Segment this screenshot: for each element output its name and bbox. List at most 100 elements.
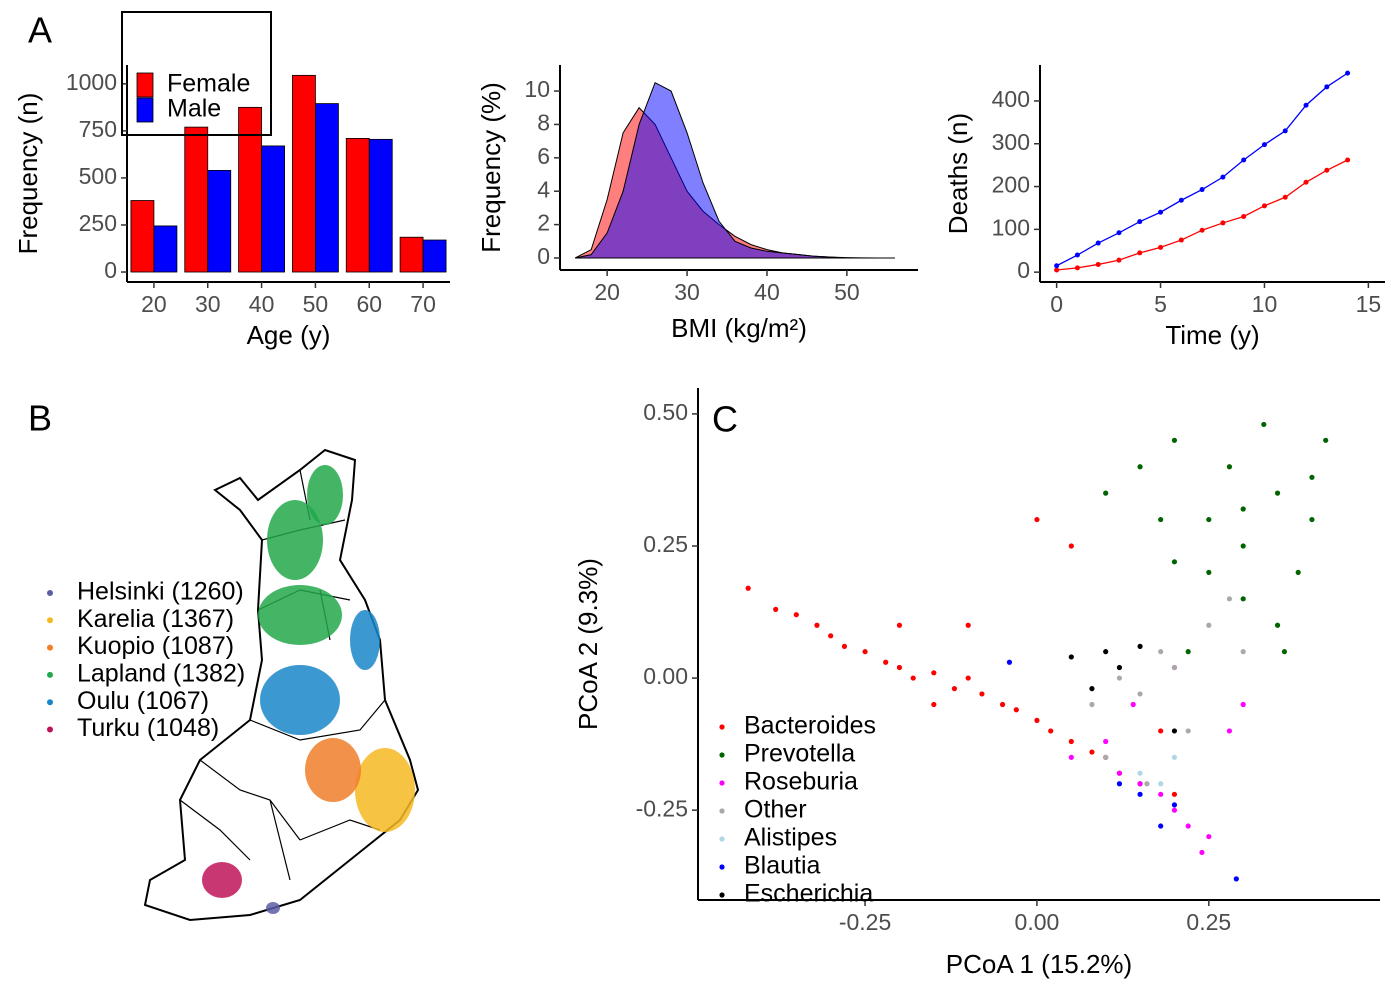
x-tick-label: 20 bbox=[141, 291, 167, 317]
y-tick-label: 4 bbox=[537, 176, 550, 202]
legend-label: Escherichia bbox=[744, 880, 873, 908]
point bbox=[1171, 559, 1178, 565]
point bbox=[951, 686, 958, 692]
x-axis-title: BMI (kg/m²) bbox=[671, 313, 807, 343]
y-tick-label: 10 bbox=[524, 76, 550, 102]
x-tick-label: 30 bbox=[674, 279, 700, 305]
point bbox=[1095, 261, 1101, 267]
map-region bbox=[258, 585, 342, 645]
point bbox=[1137, 691, 1143, 697]
bar bbox=[184, 126, 209, 273]
x-tick-label: 15 bbox=[1356, 291, 1382, 317]
point bbox=[1137, 219, 1143, 225]
legend-label: Female bbox=[167, 70, 250, 98]
legend-dot bbox=[47, 590, 53, 596]
point bbox=[1309, 474, 1315, 480]
point bbox=[1158, 823, 1164, 829]
legend-dot bbox=[47, 699, 53, 706]
point bbox=[1137, 770, 1143, 776]
point bbox=[828, 633, 834, 639]
point bbox=[1089, 749, 1095, 755]
point bbox=[1068, 738, 1074, 745]
point bbox=[1068, 754, 1074, 760]
point bbox=[1013, 707, 1019, 713]
point bbox=[1199, 187, 1205, 193]
x-tick-label: 60 bbox=[356, 291, 382, 317]
point bbox=[931, 670, 937, 676]
point bbox=[1054, 263, 1060, 269]
legend-swatch bbox=[136, 72, 154, 98]
point bbox=[1054, 267, 1060, 273]
bar bbox=[153, 225, 178, 273]
map-region bbox=[355, 748, 415, 832]
point bbox=[1226, 464, 1233, 470]
point bbox=[1103, 754, 1109, 760]
point bbox=[1171, 728, 1178, 734]
map-region bbox=[260, 665, 340, 735]
point bbox=[1137, 791, 1143, 797]
point bbox=[965, 675, 971, 681]
point bbox=[1103, 738, 1109, 745]
y-axis-title: Frequency (%) bbox=[476, 82, 506, 253]
point bbox=[862, 649, 868, 655]
point bbox=[1303, 179, 1309, 185]
bar bbox=[130, 200, 155, 273]
x-tick-label: 40 bbox=[754, 279, 780, 305]
point bbox=[1282, 128, 1288, 134]
point bbox=[1233, 876, 1239, 882]
map-region bbox=[202, 862, 242, 898]
point bbox=[1137, 643, 1143, 649]
point bbox=[1185, 649, 1191, 655]
y-tick-label: 8 bbox=[537, 110, 550, 136]
y-tick-label: 100 bbox=[992, 214, 1030, 240]
point bbox=[1199, 227, 1205, 233]
point bbox=[1171, 802, 1178, 808]
point bbox=[1185, 823, 1191, 829]
point bbox=[1158, 209, 1164, 215]
y-tick-label: 0.00 bbox=[643, 663, 688, 689]
point bbox=[1068, 654, 1074, 660]
legend-dot bbox=[47, 671, 53, 678]
bar bbox=[422, 239, 447, 273]
point bbox=[1185, 728, 1191, 734]
legend-dot bbox=[47, 726, 53, 733]
y-tick-label: 300 bbox=[992, 129, 1030, 155]
point bbox=[896, 664, 903, 671]
point bbox=[1137, 781, 1143, 787]
density-area bbox=[575, 81, 895, 259]
y-tick-label: 0 bbox=[104, 257, 117, 283]
point bbox=[1220, 220, 1226, 226]
point bbox=[1206, 569, 1212, 576]
y-tick-label: 2 bbox=[537, 210, 550, 236]
y-tick-label: 750 bbox=[79, 116, 117, 142]
point bbox=[1068, 543, 1074, 549]
point bbox=[1226, 728, 1233, 734]
point bbox=[1323, 437, 1329, 443]
y-tick-label: 1000 bbox=[66, 69, 117, 95]
line bbox=[1056, 159, 1348, 271]
legend-label: Other bbox=[744, 796, 807, 824]
point bbox=[1089, 686, 1095, 692]
line bbox=[1056, 72, 1348, 267]
point bbox=[1158, 728, 1164, 734]
point bbox=[1241, 157, 1247, 163]
point bbox=[814, 622, 820, 628]
point bbox=[1116, 781, 1123, 787]
point bbox=[1178, 197, 1184, 203]
x-tick-label: 40 bbox=[249, 291, 275, 317]
point bbox=[910, 675, 916, 681]
x-tick-label: 0.25 bbox=[1186, 909, 1231, 935]
point bbox=[931, 701, 937, 708]
legend-dot bbox=[719, 864, 725, 870]
y-tick-label: 0.25 bbox=[643, 531, 688, 557]
map-region bbox=[267, 500, 323, 580]
y-axis-title: PCoA 2 (9.3%) bbox=[573, 558, 603, 730]
bar bbox=[345, 137, 370, 273]
y-axis-title: Frequency (n) bbox=[13, 93, 43, 255]
bar bbox=[292, 74, 316, 273]
point bbox=[1282, 194, 1288, 200]
legend-dot bbox=[47, 617, 53, 624]
x-tick-label: 50 bbox=[834, 279, 860, 305]
x-tick-label: 0.00 bbox=[1015, 909, 1060, 935]
